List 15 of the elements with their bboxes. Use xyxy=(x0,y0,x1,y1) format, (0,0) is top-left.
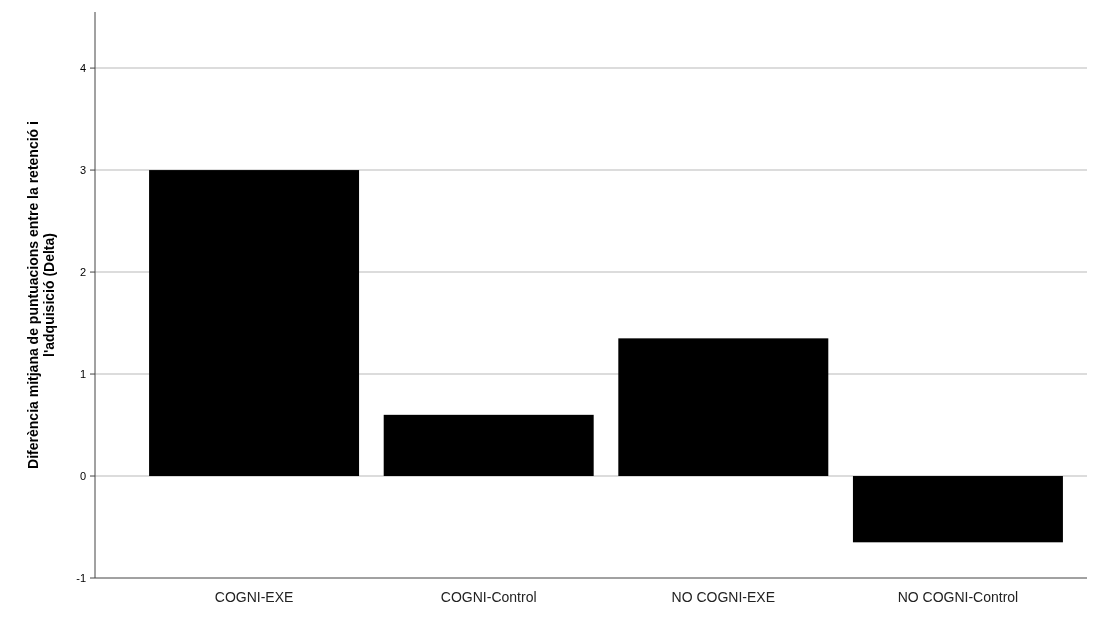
y-axis-title: Diferència mitjana de puntuacions entre la retenció i l'adquisició (Delta) xyxy=(25,121,57,469)
y-tick-label: 1 xyxy=(79,367,86,380)
y-tick-label: -1 xyxy=(76,571,86,584)
bar xyxy=(149,170,360,477)
y-tick-label: 4 xyxy=(79,61,86,74)
bar xyxy=(852,476,1063,543)
x-tick-label: NO COGNI-EXE xyxy=(671,589,776,605)
y-tick-label: 0 xyxy=(79,469,86,482)
bar xyxy=(383,414,594,477)
y-tick-label: 2 xyxy=(79,265,86,278)
x-tick-label: COGNI-Control xyxy=(440,589,537,605)
y-tick-label: 3 xyxy=(79,163,86,176)
x-tick-label: NO COGNI-Control xyxy=(897,589,1019,605)
bar xyxy=(618,338,829,477)
x-tick-label: COGNI-EXE xyxy=(214,589,294,605)
